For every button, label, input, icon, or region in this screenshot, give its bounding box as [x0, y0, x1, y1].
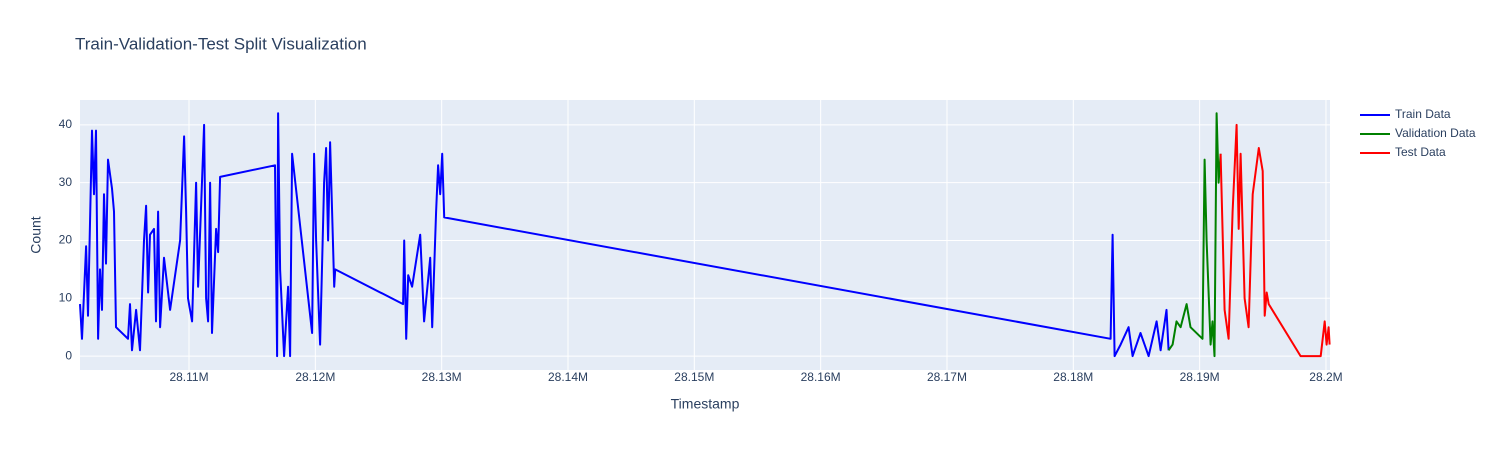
- plot-area: [80, 100, 1330, 370]
- series-line: [1167, 112, 1222, 358]
- x-tick-label: 28.14M: [548, 370, 588, 384]
- x-tick-label: 28.15M: [674, 370, 714, 384]
- chart-title: Train-Validation-Test Split Visualizatio…: [75, 34, 367, 53]
- y-axis-title: Count: [28, 216, 44, 253]
- series-line: [79, 112, 1170, 358]
- y-tick-label: 10: [59, 290, 73, 304]
- y-tick-label: 40: [59, 117, 73, 131]
- y-tick-label: 0: [65, 348, 72, 362]
- series-line: [1219, 123, 1331, 358]
- legend-label: Test Data: [1395, 145, 1446, 159]
- legend: Train Data Validation Data Test Data: [1360, 107, 1476, 159]
- x-tick-label: 28.19M: [1180, 370, 1220, 384]
- x-tick-label: 28.2M: [1309, 370, 1342, 384]
- x-tick-label: 28.11M: [169, 370, 208, 384]
- x-axis-title: Timestamp: [671, 396, 740, 412]
- x-tick-label: 28.12M: [295, 370, 335, 384]
- y-tick-label: 30: [59, 175, 73, 189]
- y-tick-label: 20: [59, 233, 73, 247]
- lines: [79, 112, 1331, 358]
- x-tick-label: 28.13M: [422, 370, 462, 384]
- x-tick-label: 28.16M: [801, 370, 841, 384]
- x-tick-label: 28.17M: [927, 370, 967, 384]
- legend-label: Validation Data: [1395, 126, 1476, 140]
- x-tick-label: 28.18M: [1053, 370, 1093, 384]
- legend-label: Train Data: [1395, 107, 1451, 121]
